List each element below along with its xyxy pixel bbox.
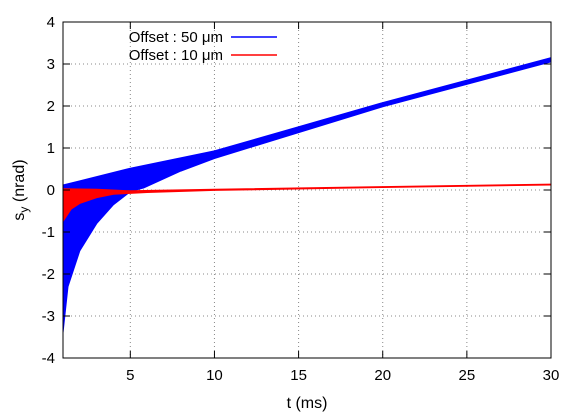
y-axis-title-unit: (nrad) — [11, 159, 28, 206]
x-axis-title: t (ms) — [287, 395, 328, 412]
x-tick-label: 5 — [126, 367, 134, 384]
y-tick-label: -4 — [42, 350, 55, 367]
data-bands — [62, 57, 552, 333]
y-axis-title: sy (nrad) — [11, 159, 31, 220]
series-band — [62, 183, 552, 224]
grid-lines — [63, 22, 551, 358]
x-tick-label: 25 — [459, 367, 476, 384]
series-band — [62, 57, 552, 333]
y-axis-title-subscript: y — [17, 207, 31, 213]
x-tick-label: 10 — [206, 367, 223, 384]
legend-label: Offset : 50 μm — [129, 29, 223, 46]
y-tick-label: 0 — [47, 182, 55, 199]
tick-labels: 5 10 15 20 25 30 -4 -3 -2 -1 0 1 2 3 4 — [42, 14, 560, 384]
y-tick-label: -2 — [42, 266, 55, 283]
y-tick-label: -1 — [42, 224, 55, 241]
y-tick-label: 3 — [47, 56, 55, 73]
y-tick-label: 4 — [47, 14, 55, 31]
legend-label: Offset : 10 μm — [129, 47, 223, 64]
y-tick-label: -3 — [42, 308, 55, 325]
x-tick-label: 30 — [543, 367, 560, 384]
axis-ticks — [63, 21, 552, 359]
x-tick-label: 20 — [374, 367, 391, 384]
y-tick-label: 2 — [47, 98, 55, 115]
x-tick-label: 15 — [290, 367, 307, 384]
y-tick-label: 1 — [47, 140, 55, 157]
y-axis-title-main: s — [11, 213, 28, 221]
